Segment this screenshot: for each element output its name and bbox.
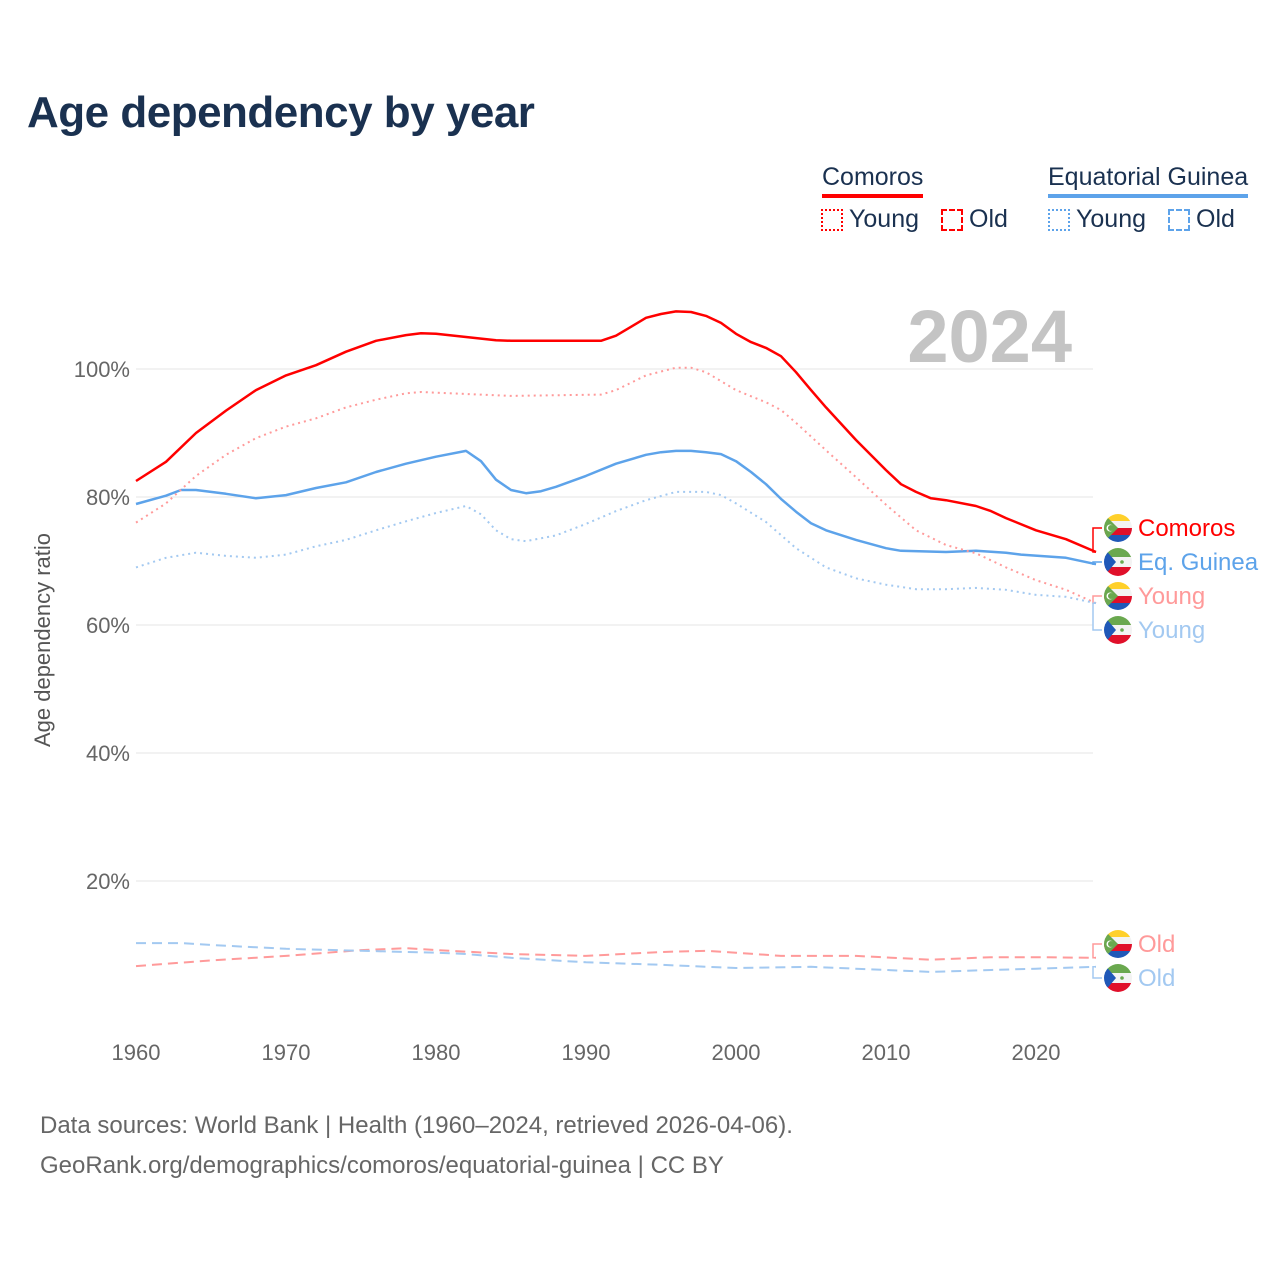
eqguinea-flag-icon xyxy=(1104,548,1132,576)
x-tick-label: 2010 xyxy=(862,1040,911,1065)
eqguinea-flag-icon xyxy=(1104,964,1132,992)
x-tick-label: 1980 xyxy=(412,1040,461,1065)
legend-label: Young xyxy=(1076,205,1146,233)
source-link[interactable]: GeoRank.org/demographics/comoros/equator… xyxy=(40,1152,724,1179)
y-tick-label: 60% xyxy=(86,613,130,638)
chart-title: Age dependency by year xyxy=(27,88,535,137)
series-line-eq-guinea[interactable] xyxy=(135,449,1097,566)
x-tick-label: 1960 xyxy=(112,1040,161,1065)
comoros-flag-icon xyxy=(1104,582,1132,610)
label-connector xyxy=(1092,943,1102,959)
series-line-comoros-old[interactable] xyxy=(135,947,1097,968)
legend-label: Old xyxy=(969,205,1008,233)
legend-comoros[interactable]: Comoros xyxy=(822,163,924,198)
label-connector xyxy=(1092,561,1102,565)
series-line-comoros-young[interactable] xyxy=(135,366,1097,605)
x-tick-label: 2020 xyxy=(1012,1040,1061,1065)
dashed-swatch-icon xyxy=(941,208,963,231)
dashed-swatch-icon xyxy=(1168,208,1190,231)
series-line-eq-guinea-young[interactable] xyxy=(135,490,1097,605)
end-label: Young xyxy=(1138,617,1205,644)
legend-comoros-young[interactable]: Young xyxy=(821,205,919,234)
legend-comoros-old[interactable]: Old xyxy=(941,205,1008,234)
legend-label: Old xyxy=(1196,205,1235,233)
label-connector xyxy=(1092,966,1102,979)
dotted-swatch-icon xyxy=(1048,208,1070,231)
end-label: Comoros xyxy=(1138,515,1235,542)
label-connector xyxy=(1092,602,1102,631)
data-source-text: Data sources: World Bank | Health (1960–… xyxy=(40,1112,793,1139)
y-axis-label: Age dependency ratio xyxy=(30,533,55,747)
x-tick-label: 1990 xyxy=(562,1040,611,1065)
legend-label: Young xyxy=(849,205,919,233)
comoros-flag-icon xyxy=(1104,930,1132,958)
y-tick-label: 40% xyxy=(86,741,130,766)
comoros-flag-icon xyxy=(1104,514,1132,542)
year-watermark: 2024 xyxy=(907,295,1072,378)
y-tick-label: 100% xyxy=(74,357,130,382)
end-label: Old xyxy=(1138,965,1175,992)
legend-eqguinea-old[interactable]: Old xyxy=(1168,205,1235,234)
end-label: Old xyxy=(1138,931,1175,958)
series-line-eq-guinea-old[interactable] xyxy=(136,942,1097,973)
dotted-swatch-icon xyxy=(821,208,843,231)
y-tick-label: 80% xyxy=(86,485,130,510)
end-label: Young xyxy=(1138,583,1205,610)
x-tick-label: 2000 xyxy=(712,1040,761,1065)
footer: Data sources: World Bank | Health (1960–… xyxy=(40,1106,793,1186)
x-tick-label: 1970 xyxy=(262,1040,311,1065)
legend-equatorial-guinea[interactable]: Equatorial Guinea xyxy=(1048,163,1249,198)
label-connector xyxy=(1092,527,1102,553)
legend-eqguinea-young[interactable]: Young xyxy=(1048,205,1146,234)
y-tick-label: 20% xyxy=(86,869,130,894)
eqguinea-flag-icon xyxy=(1104,616,1132,644)
series-line-comoros[interactable] xyxy=(135,310,1097,554)
end-label: Eq. Guinea xyxy=(1138,549,1259,576)
